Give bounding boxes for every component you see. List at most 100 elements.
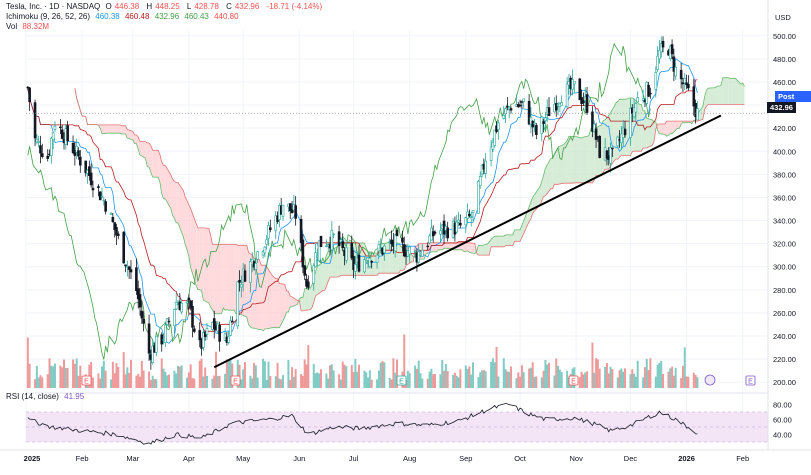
volume-bar [34, 379, 37, 388]
cloud-segment [579, 137, 582, 183]
volume-bar [529, 367, 532, 388]
rsi-legend[interactable]: RSI (14, close) 41.95 [6, 392, 87, 402]
candle-body [249, 261, 252, 283]
volume-bar [685, 376, 688, 388]
candle-body [307, 281, 310, 288]
cloud-segment [672, 121, 678, 134]
price-tick-label: 420.00 [773, 124, 796, 133]
candle-body [357, 255, 361, 272]
cloud-segment [228, 244, 235, 311]
volume-bar [303, 359, 306, 388]
volume-bar [370, 379, 373, 388]
volume-bar [291, 367, 294, 388]
volume-bar [312, 363, 315, 388]
price-tick-label: 360.00 [773, 193, 796, 202]
candle-body [364, 260, 368, 263]
cloud-segment [482, 244, 488, 256]
volume-bar [493, 362, 496, 388]
ichimoku-legend[interactable]: Ichimoku (9, 26, 52, 26) 460.38 460.48 4… [6, 12, 242, 22]
volume-bar [122, 352, 125, 388]
high-value: 448.25 [155, 2, 180, 11]
volume-bar [477, 377, 480, 388]
cloud-segment [702, 96, 705, 120]
cloud-segment [252, 254, 255, 329]
candle-body [191, 305, 194, 328]
volume-bar [414, 365, 417, 388]
volume-bar [153, 379, 156, 388]
candle-body [39, 145, 42, 154]
price-tick-label: 220.00 [773, 355, 796, 364]
volume-bar [189, 364, 192, 388]
cloud-segment [590, 127, 593, 183]
volume-bar [35, 365, 38, 388]
cloud-segment [386, 242, 388, 274]
earnings-marker-label: E [84, 379, 89, 386]
volume-bar [126, 367, 129, 388]
cloud-segment [514, 229, 517, 242]
volume-bar [269, 376, 272, 388]
price-tick-label: 480.00 [773, 55, 796, 64]
volume-bar [466, 368, 469, 388]
volume-bar [149, 379, 152, 388]
cloud-segment [659, 124, 665, 135]
volume-bar [629, 374, 632, 388]
cloud-segment [348, 240, 350, 276]
volume-bar [396, 359, 398, 388]
volume-legend[interactable]: Vol 88.32M [6, 22, 52, 32]
volume-bar [497, 376, 500, 388]
cloud-segment [733, 78, 736, 105]
volume-bar [645, 358, 648, 388]
candle-body [115, 227, 118, 236]
volume-bar [97, 373, 100, 388]
cloud-segment [161, 161, 164, 199]
volume-bar [457, 377, 460, 388]
cloud-segment [221, 244, 224, 314]
last-price-badge: 432.96 [767, 102, 796, 113]
candle-body [493, 129, 497, 146]
cloud-segment [373, 253, 376, 276]
volume-bar [50, 365, 53, 388]
candle-body [240, 284, 243, 288]
candle-body [100, 195, 104, 198]
ichimoku-lines [27, 42, 745, 360]
change-value: -18.71 (-4.14%) [266, 2, 323, 11]
cloud-segment [646, 118, 653, 149]
volume-bar [307, 345, 310, 388]
price-tick-label: 400.00 [773, 147, 796, 156]
candle-body [151, 345, 154, 363]
volume-bar [278, 378, 281, 388]
candle-body [522, 98, 525, 102]
cloud-segment [463, 242, 466, 252]
cloud-segment [449, 242, 452, 249]
volume-bar [225, 359, 228, 388]
candle-body [28, 87, 31, 103]
volume-bar [647, 370, 650, 388]
volume-bar [687, 376, 690, 388]
price-tick-label: 300.00 [773, 263, 796, 272]
cloud-segment [565, 140, 568, 184]
candle-body [66, 125, 69, 142]
volume-bar [643, 367, 646, 388]
candle-body [431, 231, 435, 237]
volume-bar [604, 367, 607, 388]
candle-body [464, 217, 468, 226]
volume-bar [37, 377, 40, 388]
volume-bar [110, 379, 113, 388]
volume-bar [558, 369, 561, 388]
volume-bar [596, 359, 599, 388]
cloud-segment [668, 121, 671, 136]
cloud-segment [581, 137, 584, 183]
cloud-segment [641, 104, 644, 152]
volume-bar [173, 370, 176, 388]
candle-body [46, 155, 50, 159]
cloud-segment [239, 245, 242, 315]
cloud-segment [172, 179, 175, 219]
leading-span-a-line [74, 77, 745, 332]
candle-body [71, 142, 75, 154]
volume-bar [560, 371, 563, 388]
cloud-segment [328, 251, 331, 282]
candle-body [77, 150, 80, 157]
volume-bar [90, 362, 93, 388]
